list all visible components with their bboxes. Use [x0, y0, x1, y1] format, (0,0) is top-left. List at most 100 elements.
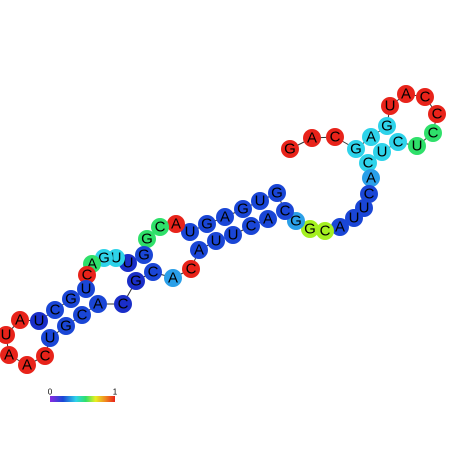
- nucleotide-label: C: [330, 129, 341, 146]
- colorbar-max: 1: [113, 388, 118, 397]
- nucleotide-label: G: [304, 221, 316, 238]
- nucleotide: [359, 154, 377, 172]
- nucleotide-label: A: [171, 216, 181, 233]
- nucleotide-label: C: [428, 125, 439, 142]
- nucleotide-label: G: [60, 318, 72, 335]
- nucleotide: [424, 124, 442, 142]
- nucleotide: [138, 230, 156, 248]
- nucleotide: [397, 85, 415, 103]
- nucleotide-label: C: [50, 302, 61, 319]
- nucleotide: [301, 220, 319, 238]
- nucleotide: [362, 169, 380, 187]
- nucleotide-label: C: [40, 348, 51, 365]
- nucleotide-label: A: [93, 296, 103, 313]
- nucleotide-label: U: [385, 98, 396, 115]
- nucleotide: [198, 215, 216, 233]
- nucleotide: [0, 346, 18, 364]
- nucleotide-label: C: [420, 89, 431, 106]
- nucleotide-label: A: [168, 270, 178, 287]
- colorbar-min: 0: [48, 388, 53, 397]
- nucleotide: [331, 218, 349, 236]
- nucleotide-label: G: [271, 185, 283, 202]
- nucleotide: [216, 208, 234, 226]
- nucleotide-label: A: [366, 129, 376, 146]
- nucleotide: [362, 128, 380, 146]
- nucleotide: [164, 269, 182, 287]
- nucleotide-label: U: [34, 313, 45, 330]
- nucleotide-label: G: [138, 247, 150, 264]
- nucleotide: [78, 266, 96, 284]
- nucleotide: [224, 226, 242, 244]
- nucleotide-label: U: [45, 330, 56, 347]
- nucleotide: [36, 347, 54, 365]
- nucleotide-label: C: [363, 155, 374, 172]
- nucleotide: [190, 241, 208, 259]
- nucleotide-label: C: [155, 219, 166, 236]
- nucleotide: [416, 88, 434, 106]
- nucleotide-label: A: [263, 211, 273, 228]
- nucleotide-label: A: [307, 130, 317, 147]
- nucleotide-label: G: [201, 216, 213, 233]
- nucleotide: [181, 223, 199, 241]
- nucleotide-label: G: [141, 231, 153, 248]
- nucleotide: [234, 200, 252, 218]
- nucleotide: [57, 317, 75, 335]
- nucleotide: [77, 280, 95, 298]
- nucleotide: [11, 311, 29, 329]
- nucleotide-label: A: [401, 86, 411, 103]
- nucleotide-label: U: [377, 144, 388, 161]
- nucleotide-label: A: [220, 209, 230, 226]
- nucleotide: [316, 222, 334, 240]
- nucleotide: [30, 312, 48, 330]
- nucleotide-label: C: [118, 296, 129, 313]
- nucleotide: [408, 137, 426, 155]
- nucleotide-label: G: [381, 118, 393, 135]
- nucleotide: [73, 306, 91, 324]
- nucleotide-label: A: [87, 256, 97, 273]
- nucleotide-label: U: [1, 327, 12, 344]
- nucleotide-label: G: [290, 213, 302, 230]
- nucleotide: [251, 192, 269, 210]
- nucleotide-label: U: [111, 250, 122, 267]
- nucleotide: [151, 218, 169, 236]
- nucleotide: [347, 140, 365, 158]
- nucleotide-label: U: [349, 210, 360, 227]
- nucleotide-label: U: [228, 227, 239, 244]
- nucleotide-label: A: [15, 312, 25, 329]
- nucleotide: [114, 295, 132, 313]
- nucleotide: [326, 128, 344, 146]
- nucleotide-label: U: [123, 255, 134, 272]
- nucleotide: [303, 129, 321, 147]
- nucleotide-label: A: [194, 242, 204, 259]
- nucleotide-label: U: [359, 200, 370, 217]
- nucleotide: [0, 326, 15, 344]
- nucleotide: [41, 329, 59, 347]
- nucleotide: [259, 210, 277, 228]
- nucleotide: [127, 272, 145, 290]
- nucleotide-label: C: [393, 134, 404, 151]
- nucleotide: [46, 301, 64, 319]
- nucleotide: [18, 356, 36, 374]
- nucleotide-label: G: [284, 141, 296, 158]
- nucleotide-label: A: [4, 347, 14, 364]
- nucleotide-label: U: [412, 138, 423, 155]
- nucleotide: [89, 295, 107, 313]
- nucleotide-label: C: [186, 261, 197, 278]
- nucleotide-label: A: [22, 357, 32, 374]
- nucleotide-label: U: [211, 233, 222, 250]
- nucleotide-label: C: [320, 223, 331, 240]
- nucleotide-label: C: [364, 186, 375, 203]
- nucleotide: [381, 97, 399, 115]
- nucleotide: [62, 290, 80, 308]
- nucleotide: [182, 260, 200, 278]
- nucleotide: [135, 246, 153, 264]
- nucleotide-label: G: [130, 273, 142, 290]
- nucleotide-label: C: [148, 264, 159, 281]
- nucleotide: [378, 117, 396, 135]
- nucleotide-label: G: [237, 201, 249, 218]
- nucleotide: [144, 263, 162, 281]
- nucleotide-label: C: [280, 203, 291, 220]
- nucleotide-label: U: [185, 224, 196, 241]
- nucleotide: [268, 184, 286, 202]
